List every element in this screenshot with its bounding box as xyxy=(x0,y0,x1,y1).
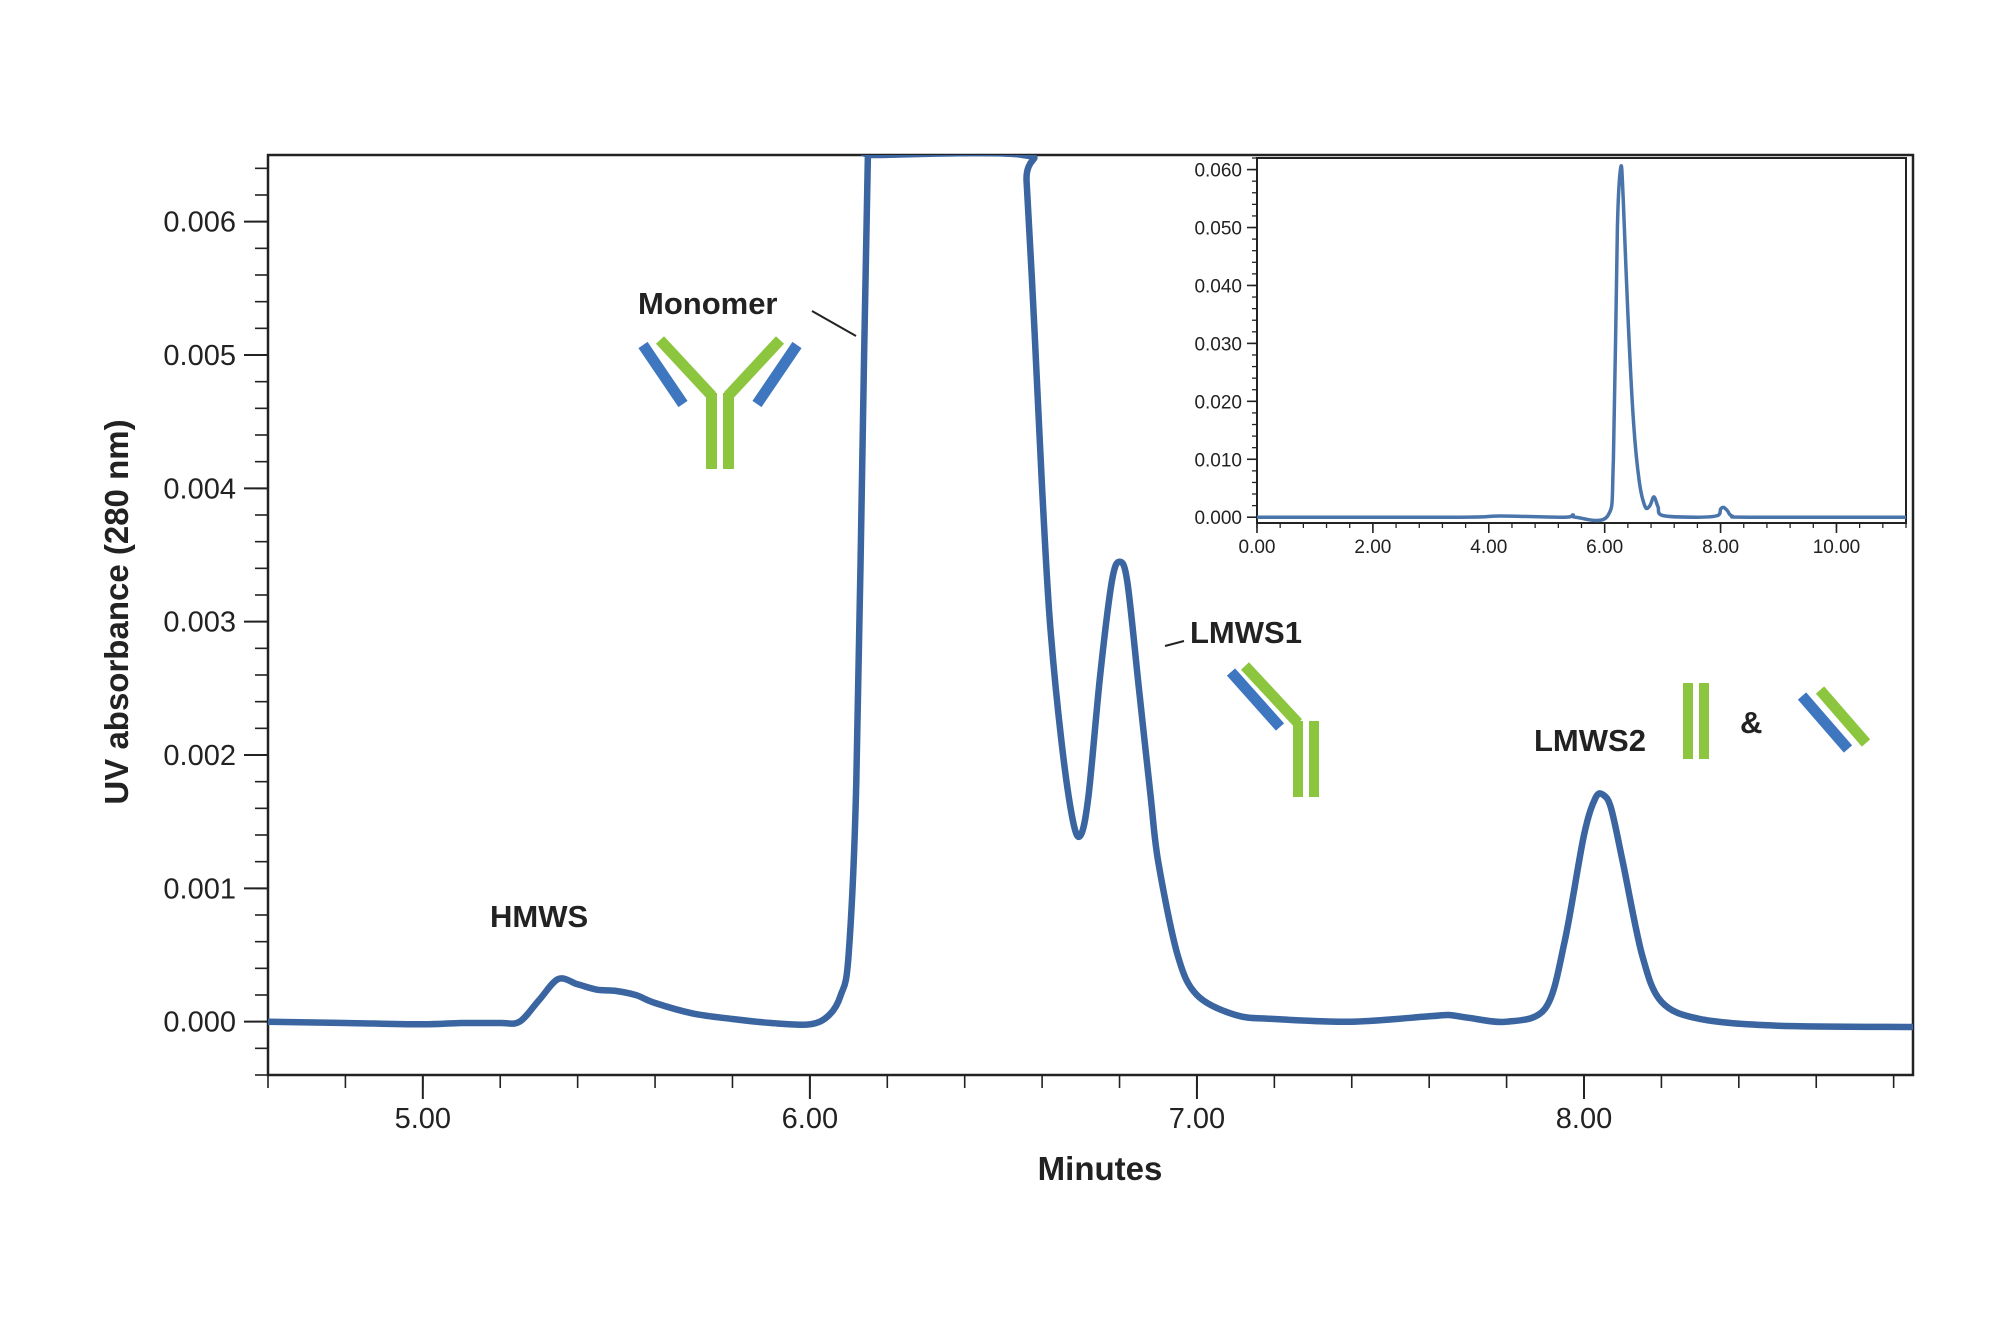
inset-x-axis: 0.00 2.00 4.00 6.00 8.00 10.00 xyxy=(1239,523,1907,558)
main-y-axis: 0.000 0.001 0.002 0.003 0.004 0.005 0.006 xyxy=(163,167,268,1076)
y-tick-label: 0.002 xyxy=(163,740,236,772)
x-axis-title: Minutes xyxy=(1038,1150,1163,1187)
lmws2-label: LMWS2 xyxy=(1534,723,1646,758)
x-tick-label: 8.00 xyxy=(1702,537,1739,558)
y-tick-label: 0.001 xyxy=(163,873,236,905)
half-antibody-icon xyxy=(1226,662,1319,797)
y-tick-label: 0.003 xyxy=(163,607,236,639)
y-tick-label: 0.000 xyxy=(1194,508,1242,529)
inset-chromatogram-line xyxy=(1257,164,1906,523)
monomer-antibody-icon xyxy=(638,336,802,469)
light-chain-icon xyxy=(1797,686,1871,753)
x-tick-label: 7.00 xyxy=(1169,1103,1225,1135)
x-tick-label: 6.00 xyxy=(782,1103,838,1135)
x-tick-label: 2.00 xyxy=(1354,537,1391,558)
lmws1-label: LMWS1 xyxy=(1190,615,1302,650)
inset-background xyxy=(1256,158,1906,525)
hmws-label: HMWS xyxy=(490,899,588,934)
annotations: Monomer HMWS LMWS1 LMWS2 & xyxy=(490,286,1871,934)
y-tick-label: 0.030 xyxy=(1194,334,1242,355)
x-tick-label: 6.00 xyxy=(1586,537,1623,558)
x-tick-label: 4.00 xyxy=(1470,537,1507,558)
main-chromatogram-line xyxy=(268,155,1913,1031)
y-tick-label: 0.060 xyxy=(1194,161,1242,182)
lmws1-leader-line xyxy=(1164,640,1185,647)
y-tick-label: 0.050 xyxy=(1194,219,1242,240)
y-tick-label: 0.010 xyxy=(1194,450,1242,471)
inset-y-axis: 0.000 0.010 0.020 0.030 0.040 0.050 0.060 xyxy=(1194,157,1257,529)
x-tick-label: 8.00 xyxy=(1556,1103,1612,1135)
inset-chart: 0.000 0.010 0.020 0.030 0.040 0.050 0.060 0.00… xyxy=(1194,157,1907,558)
y-tick-label: 0.005 xyxy=(163,340,236,372)
y-tick-label: 0.006 xyxy=(163,207,236,239)
ampersand-label: & xyxy=(1740,705,1762,740)
y-tick-label: 0.020 xyxy=(1194,392,1242,413)
monomer-leader-line xyxy=(811,310,857,337)
y-tick-label: 0.000 xyxy=(163,1007,236,1039)
y-tick-label: 0.040 xyxy=(1194,276,1242,297)
y-axis-title: UV absorbance (280 nm) xyxy=(98,419,135,804)
main-plot-frame xyxy=(266,153,1915,1077)
x-tick-label: 0.00 xyxy=(1239,537,1276,558)
main-chart: 0.000 0.001 0.002 0.003 0.004 0.005 0.006 5.00… xyxy=(98,153,1915,1187)
y-tick-label: 0.004 xyxy=(163,473,236,505)
x-tick-label: 5.00 xyxy=(395,1103,451,1135)
x-tick-label: 10.00 xyxy=(1813,537,1861,558)
heavy-chain-icon xyxy=(1683,683,1709,759)
main-x-axis: 5.00 6.00 7.00 8.00 xyxy=(267,1075,1895,1135)
monomer-label: Monomer xyxy=(638,286,778,321)
